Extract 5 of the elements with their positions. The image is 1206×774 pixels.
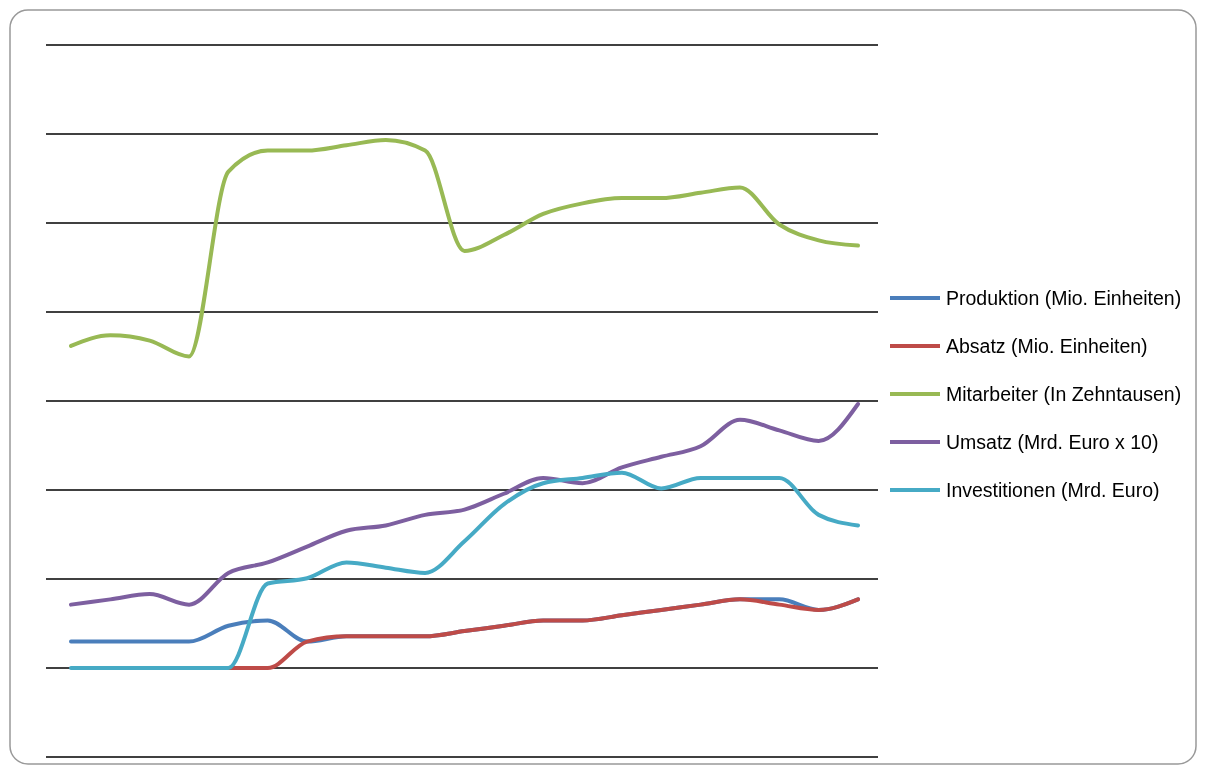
legend-label: Produktion (Mio. Einheiten) — [946, 287, 1182, 309]
legend-label: Umsatz (Mrd. Euro x 10) — [946, 431, 1159, 453]
legend-label: Absatz (Mio. Einheiten) — [946, 335, 1148, 357]
legend-label: Investitionen (Mrd. Euro) — [946, 479, 1160, 501]
legend-label: Mitarbeiter (In Zehntausen) — [946, 383, 1182, 405]
